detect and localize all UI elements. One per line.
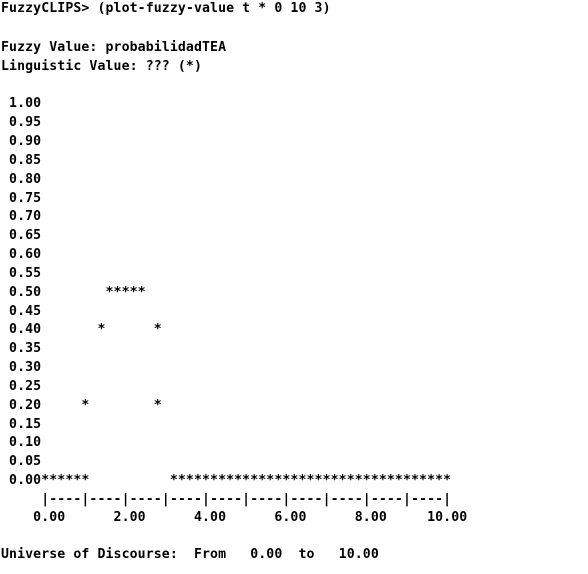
plot-row: 0.55 xyxy=(1,266,42,281)
fuzzy-value-line: Fuzzy Value: probabilidadTEA xyxy=(1,40,227,55)
plot-row: 0.30 xyxy=(1,360,42,375)
plot-x-axis: |----|----|----|----|----|----|----|----… xyxy=(1,492,452,507)
plot-x-axis-labels: 0.00 2.00 4.00 6.00 8.00 10.00 xyxy=(1,510,468,525)
plot-row: 0.70 xyxy=(1,209,42,224)
plot-row: 0.40 * * xyxy=(1,322,162,337)
plot-row: 1.00 xyxy=(1,96,42,111)
plot-row: 0.85 xyxy=(1,153,42,168)
linguistic-value-line: Linguistic Value: ??? (*) xyxy=(1,59,202,74)
plot-row: 0.45 xyxy=(1,304,42,319)
plot-row: 0.15 xyxy=(1,417,42,432)
plot-row: 0.50 ***** xyxy=(1,285,146,300)
plot-row: 0.60 xyxy=(1,247,42,262)
plot-row: 0.80 xyxy=(1,172,42,187)
command-prompt-line: FuzzyCLIPS> (plot-fuzzy-value t * 0 10 3… xyxy=(1,1,331,16)
plot-row: 0.05 xyxy=(1,454,42,469)
universe-of-discourse-line: Universe of Discourse: From 0.00 to 10.0… xyxy=(1,547,379,562)
plot-row: 0.10 xyxy=(1,435,42,450)
plot-row: 0.95 xyxy=(1,115,42,130)
plot-row: 0.20 * * xyxy=(1,398,162,413)
plot-row: 0.25 xyxy=(1,379,42,394)
plot-row: 0.75 xyxy=(1,191,42,206)
plot-row: 0.00****** *****************************… xyxy=(1,473,452,488)
plot-row: 0.35 xyxy=(1,341,42,356)
plot-row: 0.90 xyxy=(1,134,42,149)
plot-row: 0.65 xyxy=(1,228,42,243)
